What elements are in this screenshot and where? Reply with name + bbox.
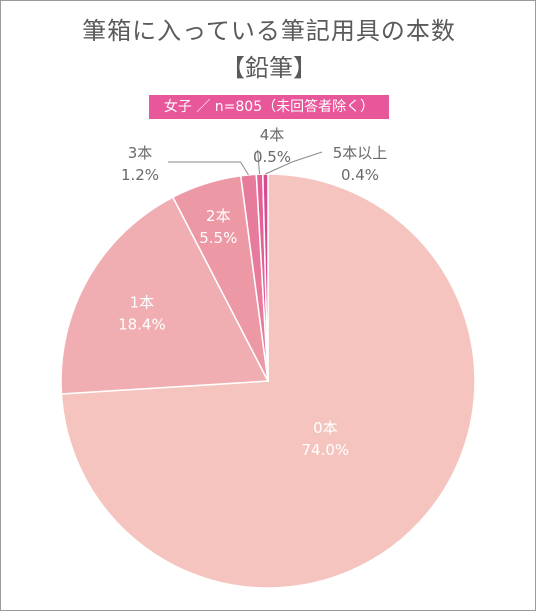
slice-value-3: 1.2% [121,166,159,184]
sample-badge: 女子 ／ n=805（未回答者除く） [149,95,389,119]
leader-line-4 [257,149,261,175]
slice-label-3: 3本 [128,144,153,162]
slice-label-1: 1本 [130,294,155,312]
slice-value-0: 74.0% [302,441,350,459]
leader-line-3 [168,161,249,176]
slice-label-4: 4本 [260,126,285,144]
chart-subtitle: 【鉛筆】 [221,54,317,82]
leader-line-5 [265,151,323,175]
slice-label-2: 2本 [206,207,231,225]
chart-title: 筆箱に入っている筆記用具の本数 [82,17,456,45]
slice-value-5: 0.4% [341,166,379,184]
pie-slice-1 [60,196,270,395]
slice-label-5: 5本以上 [333,144,388,162]
slice-value-4: 0.5% [253,148,291,166]
slice-label-0: 0本 [313,419,338,437]
slice-value-1: 18.4% [118,316,166,334]
slice-value-2: 5.5% [199,229,237,247]
